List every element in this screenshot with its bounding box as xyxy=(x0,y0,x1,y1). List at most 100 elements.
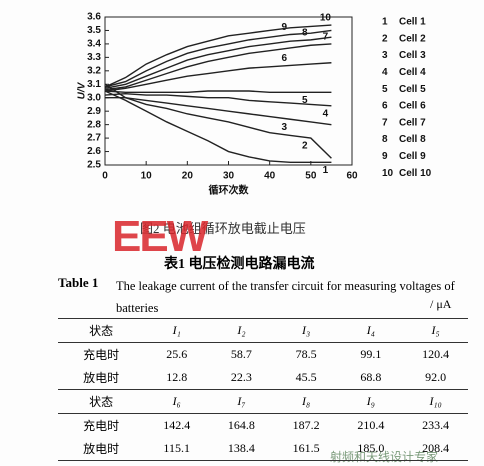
y-tick-label: 3.5 xyxy=(87,25,101,36)
legend-label: Cell 8 xyxy=(399,134,426,145)
legend-number: 5 xyxy=(382,84,388,95)
table-cell: 138.4 xyxy=(209,437,274,461)
table-label: Table 1 xyxy=(58,275,99,290)
legend-label: Cell 7 xyxy=(399,117,426,128)
y-tick-label: 3.1 xyxy=(87,79,101,90)
table-row: 充电时 25.6 58.7 78.5 99.1 120.4 xyxy=(58,343,468,367)
y-tick-label: 3.4 xyxy=(87,39,101,50)
table-cell: 115.1 xyxy=(144,437,210,461)
table-cell: I₉ xyxy=(338,389,404,414)
series-label: 4 xyxy=(323,108,329,119)
table-cell: 68.8 xyxy=(338,366,404,390)
table-cell: I₈ xyxy=(273,389,339,414)
table-cell: I₂ xyxy=(209,318,274,343)
y-axis-label: U/V xyxy=(77,81,88,99)
series-line xyxy=(104,29,332,88)
legend-label: Cell 10 xyxy=(399,168,432,179)
y-tick-label: 2.7 xyxy=(87,133,101,144)
table: 状态 I₁ I₂ I₃ I₄ I₅ 充电时 25.6 58.7 78.5 99.1 120.4 放电时 1… xyxy=(58,318,468,461)
series-line xyxy=(104,83,332,159)
table-cell: I₆ xyxy=(144,389,210,414)
x-tick-label: 0 xyxy=(102,171,108,182)
y-tick-label: 2.9 xyxy=(87,106,101,117)
series-label: 2 xyxy=(302,141,308,152)
table-title: 表1 电压检测电路漏电流 xyxy=(164,257,315,272)
legend-number: 9 xyxy=(382,151,388,162)
table-cell: 充电时 xyxy=(83,348,120,362)
series-line xyxy=(104,90,332,94)
table-cell: 161.5 xyxy=(273,437,339,461)
y-tick-label: 2.5 xyxy=(87,160,101,171)
table-cell: 120.4 xyxy=(422,347,450,361)
table-cell: I₄ xyxy=(338,318,404,343)
legend-number: 10 xyxy=(382,168,394,179)
figure-caption: 图2 电池组循环放电截止电压 xyxy=(140,221,306,236)
legend-number: 8 xyxy=(382,134,388,145)
table-cell: 164.8 xyxy=(227,418,255,432)
watermark-logo: EEW xyxy=(112,212,208,261)
x-tick-label: 40 xyxy=(264,171,276,182)
x-axis-label: 循环次数 xyxy=(209,184,250,197)
series-line xyxy=(104,92,332,107)
y-tick-label: 3.3 xyxy=(87,52,101,63)
table-cell: 状态 xyxy=(58,318,145,343)
x-tick-label: 20 xyxy=(182,171,194,182)
series-line xyxy=(104,36,332,89)
table-cell: 185.0 xyxy=(338,437,404,461)
table-cell: 92.0 xyxy=(403,366,468,390)
table-cell: I₁ xyxy=(144,318,210,343)
x-tick-label: 30 xyxy=(223,171,235,182)
table-cell: 45.5 xyxy=(273,366,339,390)
table-cell: 12.8 xyxy=(144,366,210,390)
legend-number: 4 xyxy=(382,67,388,78)
table-cell: 状态 xyxy=(58,389,145,414)
x-tick-label: 60 xyxy=(346,171,358,182)
y-tick-label: 2.8 xyxy=(87,119,101,130)
legend-number: 3 xyxy=(382,50,388,61)
table-cell: 187.2 xyxy=(292,418,320,432)
series-label: 7 xyxy=(323,32,329,43)
legend-label: Cell 1 xyxy=(399,17,426,28)
table-cell: 78.5 xyxy=(295,347,317,361)
legend-label: Cell 5 xyxy=(399,84,426,95)
series-line xyxy=(104,62,332,92)
legend-number: 7 xyxy=(382,117,388,128)
table-cell: 58.7 xyxy=(230,347,252,361)
y-tick-label: 3.6 xyxy=(87,12,101,23)
series-line xyxy=(104,90,332,164)
legend-label: Cell 2 xyxy=(399,33,426,44)
table-row: 放电时 115.1 138.4 161.5 185.0 208.4 xyxy=(58,437,468,461)
series-label: 10 xyxy=(320,13,332,24)
legend-number: 2 xyxy=(382,33,388,44)
table-cell: 充电时 xyxy=(83,419,120,433)
table-row: 状态 I₆ I₇ I₈ I₉ I₁₀ xyxy=(58,389,468,414)
y-tick-label: 2.6 xyxy=(87,146,101,157)
y-tick-label: 3.0 xyxy=(87,92,101,103)
table-cell: 233.4 xyxy=(422,418,450,432)
series-line xyxy=(104,43,332,91)
series-label: 3 xyxy=(281,122,287,133)
legend-label: Cell 6 xyxy=(399,101,426,112)
series-label: 6 xyxy=(281,53,287,64)
table-caption: The leakage current of the transfer circ… xyxy=(116,279,455,315)
x-tick-label: 50 xyxy=(305,171,317,182)
table-cell: 142.4 xyxy=(163,418,191,432)
series-line xyxy=(105,97,332,126)
table-cell: I₅ xyxy=(403,318,468,343)
table-row: 放电时 12.8 22.3 45.5 68.8 92.0 xyxy=(58,366,468,390)
legend-label: Cell 4 xyxy=(399,67,426,78)
table-row: 充电时 142.4 164.8 187.2 210.4 233.4 xyxy=(58,414,468,438)
table-cell: I₃ xyxy=(273,318,339,343)
series-label: 5 xyxy=(302,95,308,106)
table-row: 状态 I₁ I₂ I₃ I₄ I₅ xyxy=(58,318,468,343)
table-cell: I₇ xyxy=(209,389,274,414)
legend-label: Cell 3 xyxy=(399,50,426,61)
legend-label: Cell 9 xyxy=(399,151,426,162)
chart: 2.5 2.6 2.7 2.8 2.9 3.0 3.1 3.2 3.3 3.4 3.5 3.6 0 10 2… xyxy=(77,12,432,197)
table-cell: 25.6 xyxy=(166,347,188,361)
legend-number: 1 xyxy=(382,17,388,28)
x-tick-label: 10 xyxy=(141,171,153,182)
table-cell: 22.3 xyxy=(209,366,274,390)
series-line xyxy=(104,24,332,88)
